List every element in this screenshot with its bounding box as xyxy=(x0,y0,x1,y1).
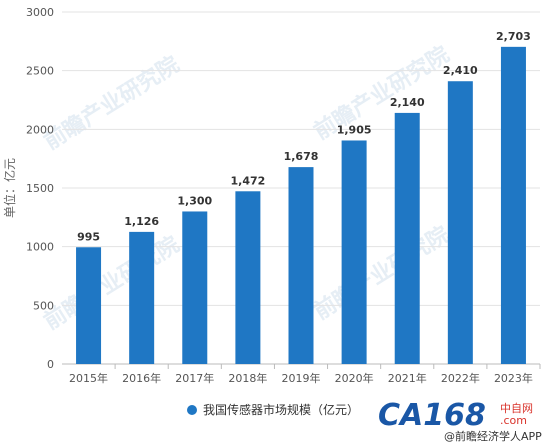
y-tick-label: 1000 xyxy=(26,241,54,254)
logo-ca-text: CA168 xyxy=(378,398,486,433)
y-tick-label: 0 xyxy=(47,358,54,371)
legend-marker xyxy=(187,405,197,415)
bar xyxy=(500,46,526,365)
x-tick-label: 2019年 xyxy=(282,371,321,385)
logo-sub-text: 中自网 xyxy=(500,402,533,415)
x-tick-label: 2017年 xyxy=(175,371,214,385)
bar xyxy=(447,81,473,364)
data-label: 1,905 xyxy=(337,123,372,136)
bars xyxy=(76,46,526,365)
data-label: 2,140 xyxy=(390,96,425,109)
footer-credit: @前瞻经济学人APP xyxy=(444,429,542,443)
bar xyxy=(235,191,261,364)
data-label: 995 xyxy=(77,230,100,243)
legend-label: 我国传感器市场规模（亿元） xyxy=(203,402,359,417)
bar xyxy=(129,231,155,364)
data-label: 1,300 xyxy=(177,194,212,207)
x-tick-labels: 2015年 2016年 2017年 2018年 2019年 2020年 2021年 2022年… xyxy=(69,364,541,385)
bar xyxy=(341,140,367,364)
legend[interactable]: 我国传感器市场规模（亿元） xyxy=(187,402,359,417)
data-label: 1,678 xyxy=(284,150,319,163)
x-tick-label: 2021年 xyxy=(388,371,427,385)
y-axis-label: 单位：亿元 xyxy=(2,158,17,218)
bar xyxy=(182,211,208,364)
logo-domain-text: .com xyxy=(500,414,527,427)
y-tick-labels: 0 500 1000 1500 2000 2500 3000 xyxy=(26,6,54,371)
x-tick-label: 2022年 xyxy=(441,371,480,385)
data-label: 2,410 xyxy=(443,64,478,77)
data-labels: 995 1,126 1,300 1,472 1,678 1,905 2,140 2,410 2,… xyxy=(77,30,531,243)
data-label: 2,703 xyxy=(496,30,531,43)
y-tick-label: 2500 xyxy=(26,65,54,78)
ca168-logo: CA168 中自网 .com xyxy=(378,398,533,433)
y-tick-label: 3000 xyxy=(26,6,54,19)
x-tick-label: 2018年 xyxy=(228,371,267,385)
bar xyxy=(76,247,102,364)
x-tick-label: 2016年 xyxy=(122,371,161,385)
watermark-text: 前瞻产业研究院 xyxy=(309,221,453,325)
bar xyxy=(394,112,420,364)
bar xyxy=(288,167,314,364)
data-label: 1,472 xyxy=(230,174,265,187)
y-tick-label: 500 xyxy=(33,299,54,312)
x-tick-label: 2020年 xyxy=(335,371,374,385)
y-tick-label: 2000 xyxy=(26,123,54,136)
y-tick-label: 1500 xyxy=(26,182,54,195)
x-tick-label: 2023年 xyxy=(494,371,533,385)
x-tick-label: 2015年 xyxy=(69,371,108,385)
data-label: 1,126 xyxy=(124,215,159,228)
watermark-text: 前瞻产业研究院 xyxy=(39,51,183,155)
